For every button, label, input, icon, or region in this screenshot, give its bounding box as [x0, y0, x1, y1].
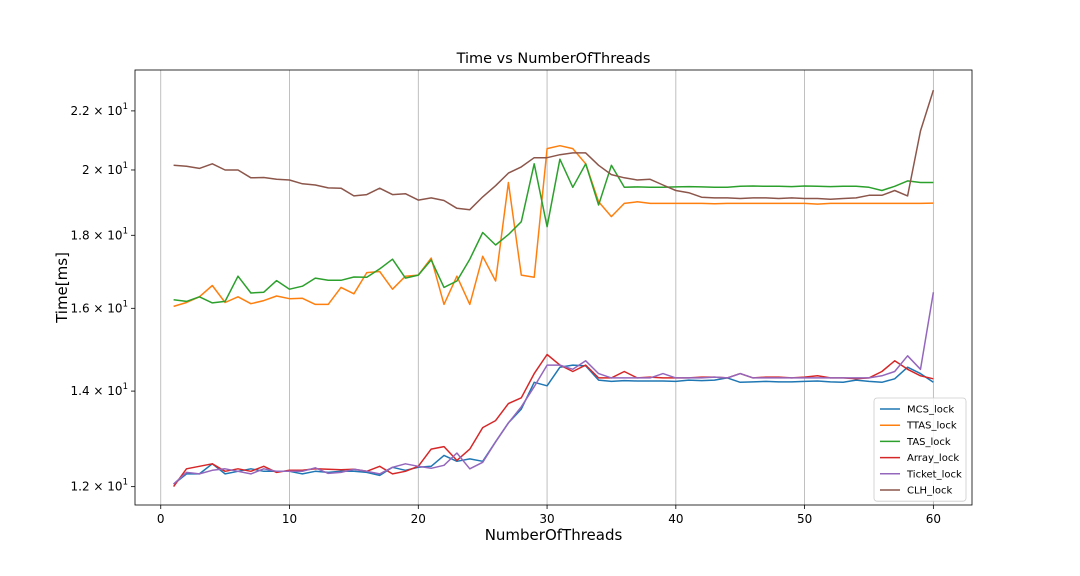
series-line-mcs-lock [173, 364, 934, 485]
y-axis-label: Time[ms] [53, 252, 71, 324]
legend-label-array-lock: Array_lock [907, 453, 959, 464]
legend-label-ttas-lock: TTAS_lock [906, 421, 957, 432]
series-lines [172, 89, 935, 488]
grid-lines [160, 70, 934, 505]
x-tick-label: 0 [157, 512, 165, 526]
legend-label-mcs-lock: MCS_lock [907, 405, 954, 416]
legend: MCS_lock TTAS_lock TAS_lock Array_lock Ticke… [873, 397, 967, 502]
y-tick-label: 1.6 × 101 [71, 299, 128, 315]
y-tick-label: 1.8 × 101 [71, 226, 128, 242]
legend-label-clh-lock: CLH_lock [907, 486, 952, 497]
legend-box [873, 397, 967, 502]
series-line-clh-lock [173, 89, 935, 211]
series-line-ttas-lock [173, 144, 934, 308]
x-tick-label: 30 [539, 512, 554, 526]
series-line-array-lock [172, 353, 934, 488]
x-tick-label: 40 [668, 512, 683, 526]
x-tick-label: 10 [282, 512, 297, 526]
legend-label-tas-lock: TAS_lock [906, 437, 951, 448]
x-tick-label: 50 [797, 512, 812, 526]
y-tick-label: 1.2 × 101 [71, 478, 128, 494]
plot-frame [134, 69, 973, 506]
y-tick-label: 1.4 × 101 [71, 382, 128, 398]
series-line-ticket-lock [173, 292, 935, 485]
series-line-tas-lock [173, 158, 934, 304]
y-axis-ticks: 1.2 × 101 1.4 × 101 1.6 × 101 1.8 × 101 2 × … [71, 102, 135, 494]
legend-label-ticket-lock: Ticket_lock [906, 469, 962, 480]
x-tick-label: 20 [411, 512, 426, 526]
y-tick-label: 2 × 101 [82, 161, 128, 177]
x-axis-label: NumberOfThreads [485, 526, 623, 544]
chart-title: Time vs NumberOfThreads [456, 51, 651, 67]
y-tick-label: 2.2 × 101 [71, 102, 128, 118]
x-axis-ticks: 0 10 20 30 40 50 60 [157, 505, 941, 526]
x-tick-label: 60 [926, 512, 941, 526]
